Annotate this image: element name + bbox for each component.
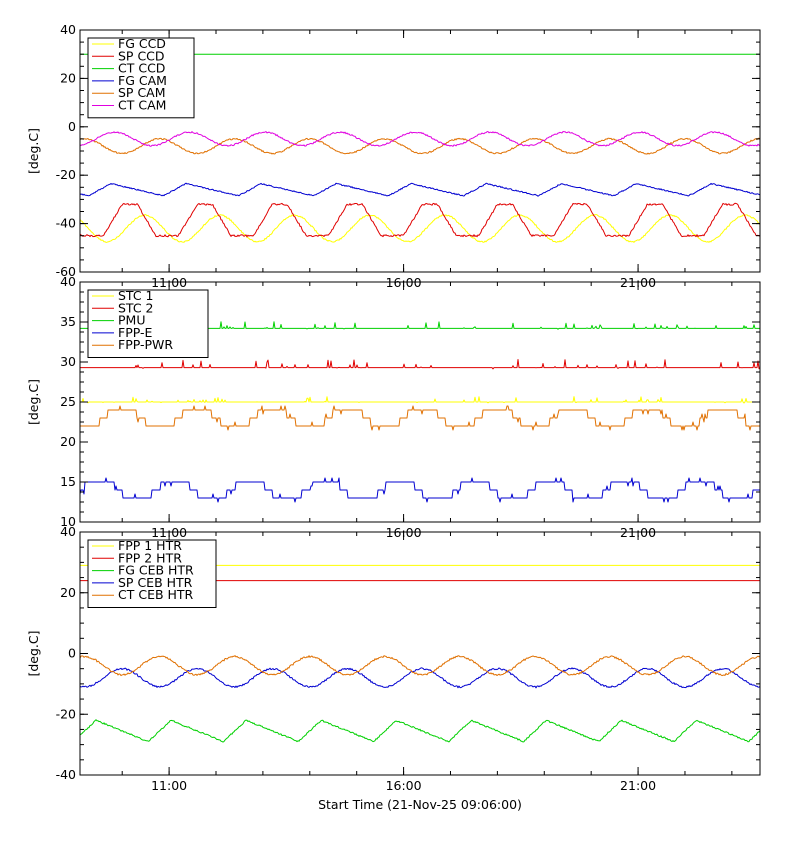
y-tick-label: 25 (60, 394, 76, 409)
panel-2: 4035302520151011:0016:0021:0002:0007:001… (26, 274, 761, 540)
y-tick-label: -20 (56, 167, 76, 182)
y-tick-label: -60 (56, 264, 76, 279)
series-line-sp-ccd (79, 202, 761, 238)
legend-entry: FPP 1 HTR (118, 538, 182, 553)
y-tick-label: 40 (60, 22, 76, 37)
legend-entry: PMU (118, 313, 145, 328)
legend-entry: SP CEB HTR (118, 575, 193, 590)
panel-1: 40200-20-40-6011:0016:0021:0002:0007:001… (26, 22, 761, 290)
y-tick-label: 0 (68, 119, 76, 134)
series-line-fg-ceb-htr (79, 719, 761, 743)
series-line-sp-cam (79, 137, 761, 155)
y-tick-label: -40 (56, 767, 76, 782)
y-axis-label: [deg.C] (26, 630, 41, 676)
legend-entry: FG CAM (118, 73, 167, 88)
legend-box (87, 539, 217, 608)
y-tick-label: 40 (60, 274, 76, 289)
y-tick-label: 40 (60, 524, 76, 539)
legend-entry: STC 1 (118, 288, 154, 303)
series-line-fpp-e (79, 477, 760, 503)
series-line-ct-ceb-htr (79, 655, 761, 677)
legend-entry: FPP 2 HTR (118, 550, 182, 565)
series-line-fg-ccd (79, 213, 761, 243)
legend-entry: CT CCD (118, 61, 165, 76)
y-tick-label: 10 (60, 514, 76, 529)
series-line-fg-cam (79, 182, 761, 197)
x-tick-label: 16:00 (386, 778, 422, 793)
series-line-stc-2 (80, 359, 761, 370)
y-tick-label: 20 (60, 70, 76, 85)
legend-entry: FPP-PWR (118, 337, 173, 352)
legend-entry: SP CAM (118, 85, 166, 100)
y-tick-label: -40 (56, 216, 76, 231)
y-tick-label: 30 (60, 354, 76, 369)
legend-entry: FG CEB HTR (118, 563, 194, 578)
legend-entry: CT CEB HTR (118, 587, 194, 602)
y-tick-label: 0 (68, 646, 76, 661)
x-tick-label: 11:00 (151, 778, 187, 793)
x-axis-label: Start Time (21-Nov-25 09:06:00) (318, 797, 522, 812)
y-axis-label: [deg.C] (26, 379, 41, 425)
y-tick-label: 15 (60, 474, 76, 489)
series-line-sp-ceb-htr (79, 667, 761, 689)
panel-3: 40200-20-4011:0016:0021:0002:0007:0012:0… (26, 524, 761, 812)
legend-entry: FG CCD (118, 36, 166, 51)
legend-entry: SP CCD (118, 48, 165, 63)
x-tick-label: 21:00 (620, 778, 656, 793)
y-tick-label: -20 (56, 706, 76, 721)
legend-entry: FPP-E (118, 325, 153, 340)
series-line-ct-cam (79, 131, 761, 147)
legend-entry: CT CAM (118, 98, 166, 113)
y-tick-label: 20 (60, 585, 76, 600)
series-line-fpp-pwr (80, 405, 760, 431)
y-tick-label: 20 (60, 434, 76, 449)
y-axis-label: [deg.C] (26, 128, 41, 174)
legend-box (87, 289, 209, 358)
y-tick-label: 35 (60, 314, 76, 329)
legend-entry: STC 2 (118, 300, 154, 315)
series-line-stc-1 (80, 396, 760, 404)
legend-box (87, 37, 195, 119)
